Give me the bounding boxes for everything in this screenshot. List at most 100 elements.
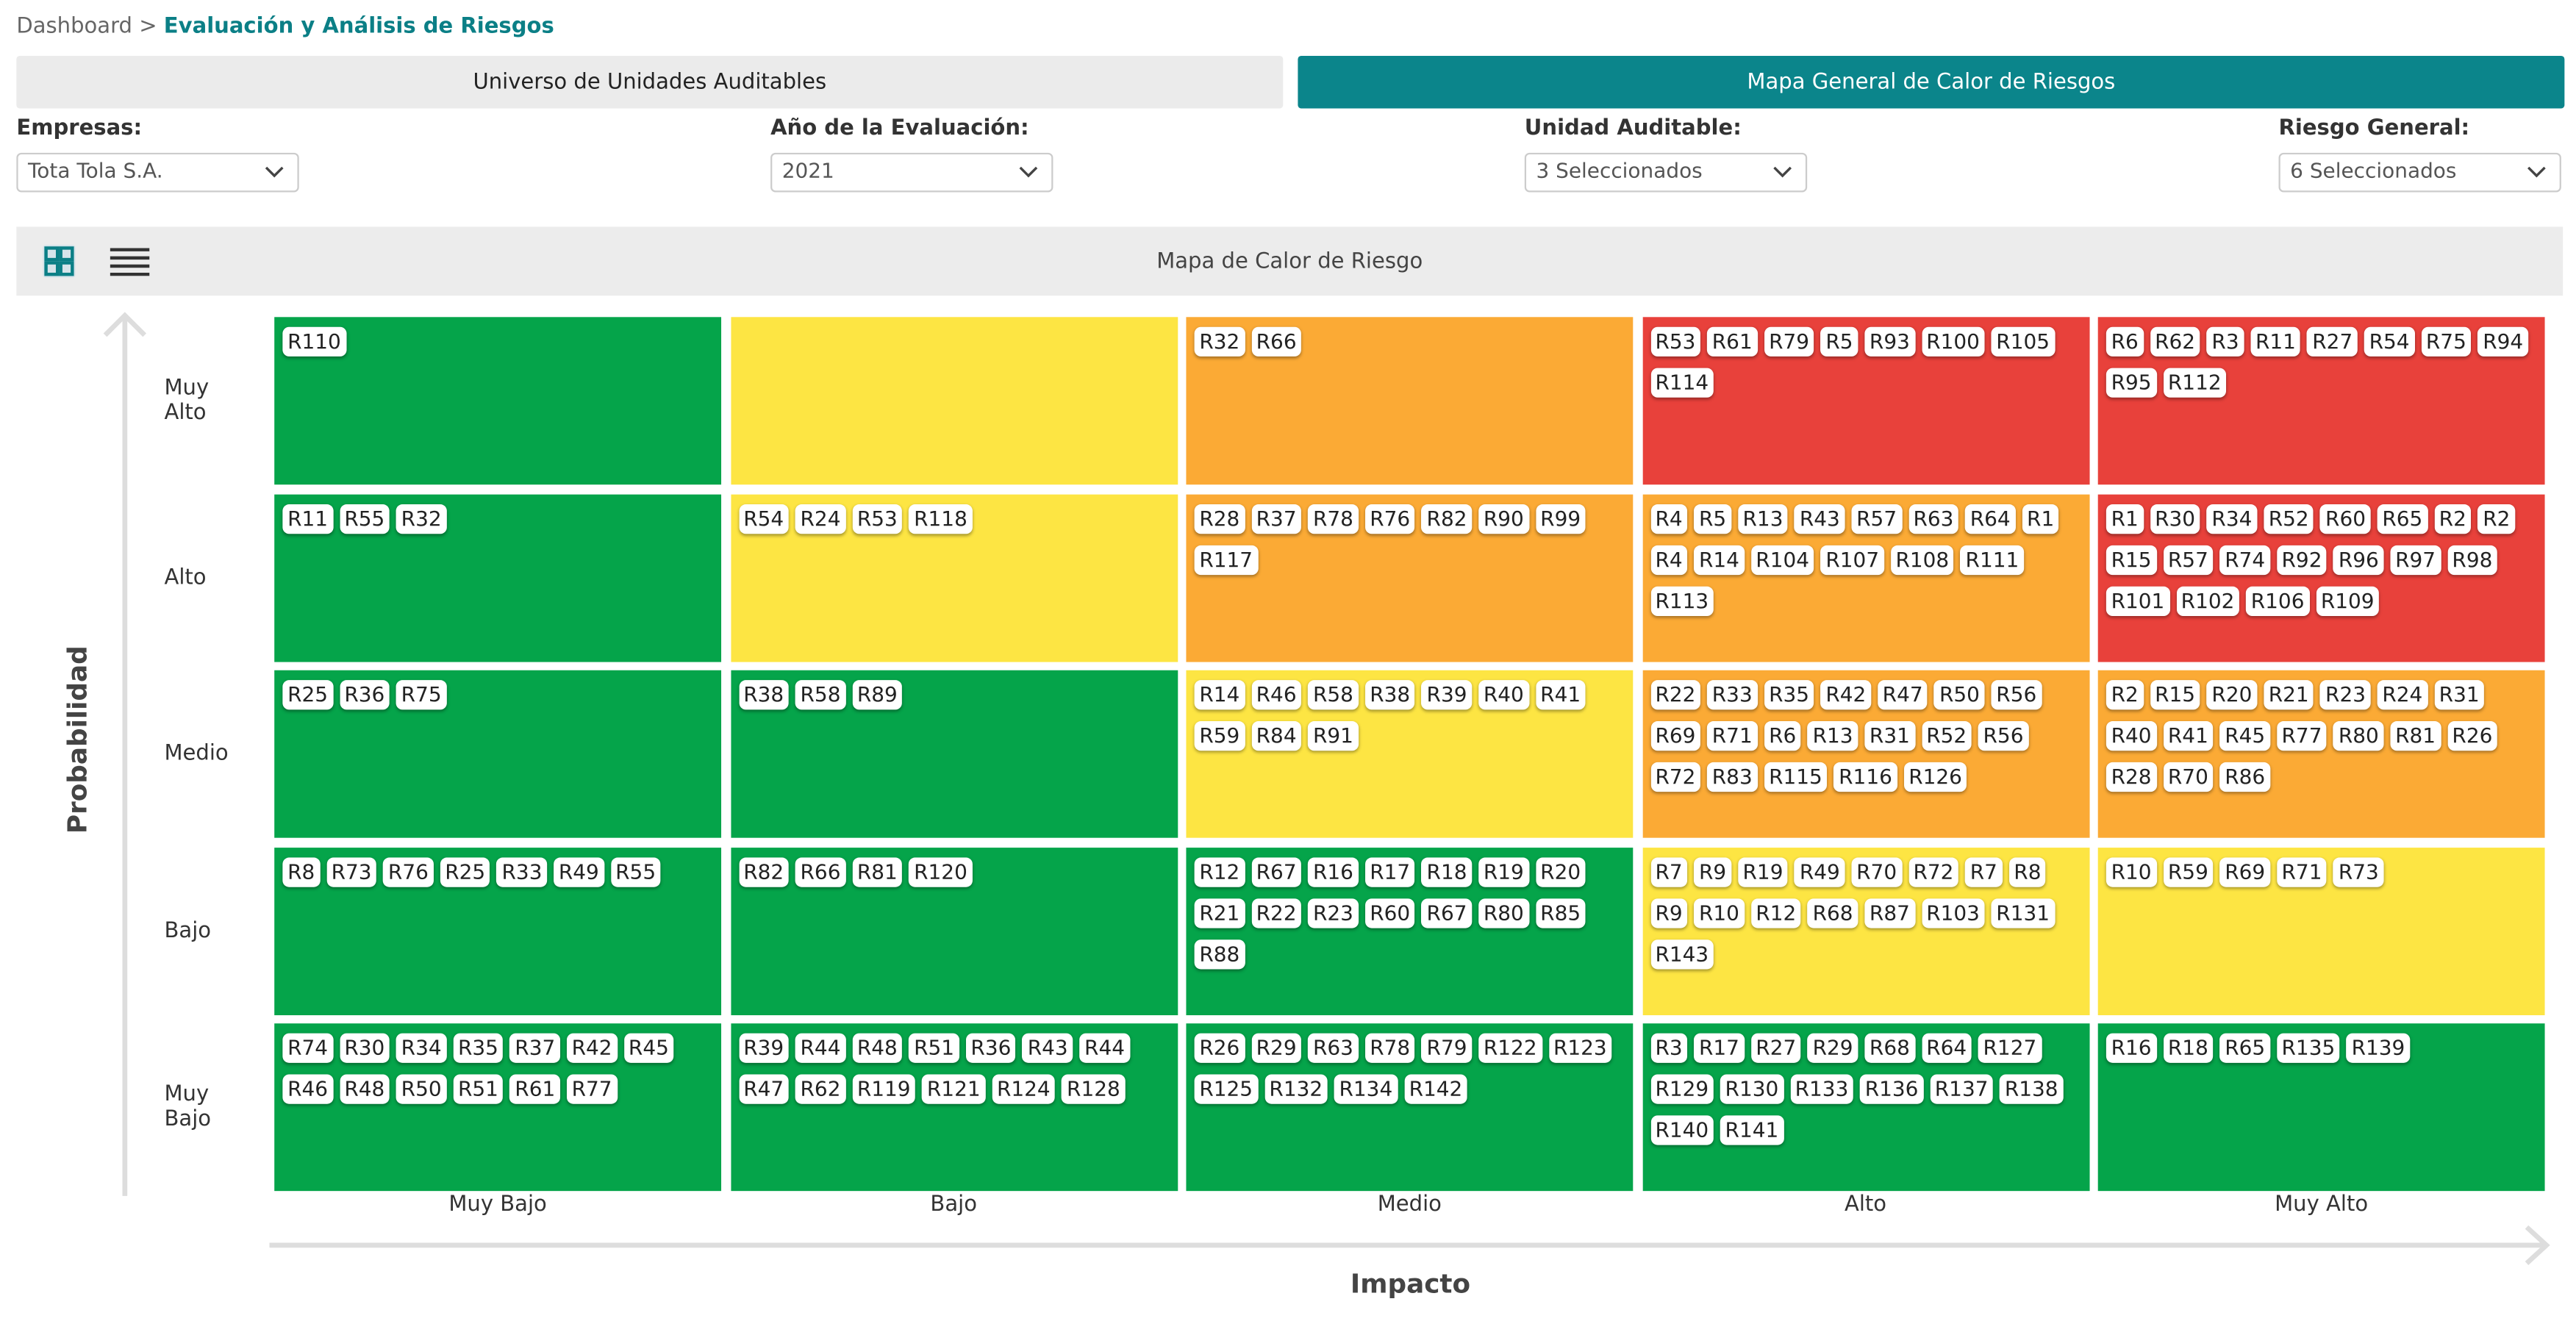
risk-tag[interactable]: R105: [1991, 326, 2055, 357]
risk-tag[interactable]: R70: [1851, 856, 1902, 887]
risk-tag[interactable]: R18: [2163, 1033, 2214, 1063]
risk-tag[interactable]: R33: [1707, 680, 1758, 710]
risk-tag[interactable]: R109: [2316, 585, 2380, 615]
risk-tag[interactable]: R94: [2477, 326, 2528, 357]
risk-tag[interactable]: R77: [566, 1074, 618, 1104]
risk-tag[interactable]: R114: [1650, 368, 1714, 398]
list-view-icon[interactable]: [110, 246, 150, 276]
risk-tag[interactable]: R12: [1750, 898, 1801, 928]
risk-tag[interactable]: R54: [2364, 326, 2415, 357]
risk-tag[interactable]: R90: [1478, 503, 1529, 534]
risk-tag[interactable]: R51: [909, 1033, 959, 1063]
risk-tag[interactable]: R98: [2447, 544, 2498, 575]
risk-tag[interactable]: R3: [2206, 326, 2244, 357]
risk-tag[interactable]: R64: [1921, 1033, 1972, 1063]
risk-tag[interactable]: R79: [1764, 326, 1814, 357]
risk-tag[interactable]: R24: [795, 503, 846, 534]
risk-tag[interactable]: R8: [2008, 856, 2047, 887]
risk-tag[interactable]: R36: [965, 1033, 1017, 1063]
risk-tag[interactable]: R19: [1737, 856, 1789, 887]
risk-tag[interactable]: R65: [2377, 503, 2428, 534]
risk-tag[interactable]: R3: [1650, 1033, 1688, 1063]
risk-tag[interactable]: R78: [1364, 1033, 1415, 1063]
risk-tag[interactable]: R131: [1991, 898, 2055, 928]
risk-tag[interactable]: R76: [383, 856, 434, 887]
risk-tag[interactable]: R75: [2421, 326, 2472, 357]
risk-tag[interactable]: R110: [282, 326, 346, 357]
grid-view-icon[interactable]: [43, 244, 76, 278]
risk-tag[interactable]: R1: [2022, 503, 2059, 534]
risk-tag[interactable]: R9: [1650, 898, 1688, 928]
risk-tag[interactable]: R23: [1308, 898, 1359, 928]
risk-tag[interactable]: R108: [1890, 544, 1954, 575]
risk-tag[interactable]: R48: [852, 1033, 903, 1063]
risk-tag[interactable]: R16: [2105, 1033, 2157, 1063]
risk-tag[interactable]: R47: [738, 1074, 789, 1104]
risk-tag[interactable]: R20: [2206, 680, 2258, 710]
risk-tag[interactable]: R10: [2105, 856, 2157, 887]
risk-tag[interactable]: R120: [909, 856, 973, 887]
risk-tag[interactable]: R63: [1308, 1033, 1359, 1063]
risk-tag[interactable]: R69: [1650, 721, 1701, 751]
filter-select[interactable]: 6 Seleccionados: [2278, 152, 2561, 193]
risk-tag[interactable]: R132: [1264, 1074, 1328, 1104]
risk-tag[interactable]: R76: [1364, 503, 1415, 534]
risk-tag[interactable]: R19: [1478, 856, 1529, 887]
risk-tag[interactable]: R64: [1965, 503, 2016, 534]
risk-tag[interactable]: R124: [992, 1074, 1056, 1104]
risk-tag[interactable]: R84: [1251, 721, 1302, 751]
risk-tag[interactable]: R14: [1194, 680, 1245, 710]
risk-tag[interactable]: R40: [1478, 680, 1529, 710]
risk-tag[interactable]: R80: [1478, 898, 1529, 928]
risk-tag[interactable]: R39: [1421, 680, 1473, 710]
risk-tag[interactable]: R72: [1908, 856, 1959, 887]
risk-tag[interactable]: R42: [566, 1033, 618, 1063]
risk-tag[interactable]: R45: [2219, 721, 2270, 751]
risk-tag[interactable]: R80: [2333, 721, 2384, 751]
risk-tag[interactable]: R2: [2105, 680, 2144, 710]
risk-tag[interactable]: R40: [2105, 721, 2157, 751]
filter-select[interactable]: 2021: [770, 152, 1053, 193]
risk-tag[interactable]: R7: [1965, 856, 2003, 887]
risk-tag[interactable]: R38: [738, 680, 789, 710]
risk-tag[interactable]: R138: [2000, 1074, 2064, 1104]
risk-tag[interactable]: R87: [1864, 898, 1915, 928]
risk-tag[interactable]: R46: [1251, 680, 1302, 710]
risk-tag[interactable]: R14: [1694, 544, 1745, 575]
risk-tag[interactable]: R106: [2246, 585, 2310, 615]
risk-tag[interactable]: R56: [1978, 721, 2029, 751]
risk-tag[interactable]: R32: [1194, 326, 1245, 357]
risk-tag[interactable]: R81: [2390, 721, 2441, 751]
risk-tag[interactable]: R31: [1864, 721, 1915, 751]
risk-tag[interactable]: R71: [2276, 856, 2328, 887]
risk-tag[interactable]: R34: [396, 1033, 447, 1063]
risk-tag[interactable]: R17: [1364, 856, 1415, 887]
risk-tag[interactable]: R51: [453, 1074, 504, 1104]
risk-tag[interactable]: R57: [1851, 503, 1902, 534]
risk-tag[interactable]: R117: [1194, 544, 1258, 575]
risk-tag[interactable]: R32: [396, 503, 447, 534]
risk-tag[interactable]: R17: [1694, 1033, 1745, 1063]
filter-select[interactable]: Tota Tola S.A.: [16, 152, 299, 193]
risk-tag[interactable]: R123: [1548, 1033, 1612, 1063]
risk-tag[interactable]: R68: [1807, 898, 1858, 928]
risk-tag[interactable]: R31: [2433, 680, 2485, 710]
risk-tag[interactable]: R107: [1820, 544, 1884, 575]
risk-tag[interactable]: R58: [795, 680, 846, 710]
risk-tag[interactable]: R56: [1991, 680, 2042, 710]
risk-tag[interactable]: R13: [1737, 503, 1789, 534]
risk-tag[interactable]: R4: [1650, 503, 1688, 534]
risk-tag[interactable]: R16: [1308, 856, 1359, 887]
risk-tag[interactable]: R15: [2150, 680, 2200, 710]
risk-tag[interactable]: R20: [1535, 856, 1586, 887]
risk-tag[interactable]: R7: [1650, 856, 1688, 887]
risk-tag[interactable]: R6: [1764, 721, 1801, 751]
risk-tag[interactable]: R125: [1194, 1074, 1258, 1104]
risk-tag[interactable]: R11: [2250, 326, 2301, 357]
risk-tag[interactable]: R96: [2333, 544, 2384, 575]
risk-tag[interactable]: R5: [1694, 503, 1731, 534]
risk-tag[interactable]: R44: [1079, 1033, 1130, 1063]
risk-tag[interactable]: R10: [1694, 898, 1745, 928]
risk-tag[interactable]: R93: [1864, 326, 1915, 357]
risk-tag[interactable]: R45: [623, 1033, 674, 1063]
